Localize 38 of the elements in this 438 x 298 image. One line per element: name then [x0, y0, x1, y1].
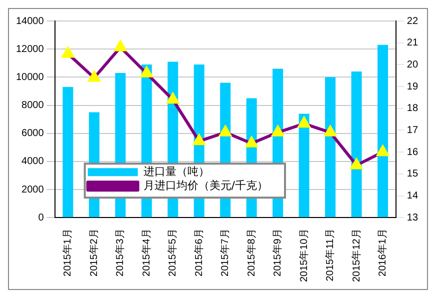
- x-tick-label: 2015年6月: [192, 228, 205, 276]
- y2-tick-label: 17: [406, 124, 418, 136]
- bar: [325, 77, 336, 218]
- bar: [378, 44, 388, 218]
- bar: [298, 114, 310, 218]
- y-tick-label: 8000: [22, 100, 44, 112]
- x-tick-label: 2015年7月: [219, 228, 232, 276]
- y2-tick-label: 22: [406, 16, 418, 27]
- x-tick-label: 2015年2月: [88, 228, 100, 276]
- x-tick-label: 2015年4月: [140, 228, 152, 276]
- x-tick-label: 2015年9月: [272, 228, 284, 276]
- x-tick-label: 2015年10月: [298, 228, 310, 282]
- y2-tick-label: 16: [406, 146, 418, 158]
- y2-tick-label: 14: [406, 190, 418, 202]
- x-tick-label: 2015年12月: [350, 228, 362, 282]
- y2-tick-label: 20: [406, 59, 418, 70]
- y2-tick-label: 19: [406, 81, 418, 92]
- y-tick-label: 6000: [22, 128, 44, 140]
- legend-label: 月进口均价（美元/千克）: [143, 178, 268, 192]
- y-tick-label: 0: [38, 212, 44, 224]
- x-tick-label: 2015年8月: [245, 228, 258, 276]
- x-tick-label: 2015年5月: [166, 228, 179, 276]
- y2-tick-label: 13: [406, 212, 418, 224]
- y-tick-label: 12000: [16, 44, 44, 55]
- y2-tick-label: 21: [406, 38, 418, 49]
- x-tick-label: 2015年11月: [324, 228, 336, 282]
- legend-label: 进口量（吨）: [143, 164, 210, 178]
- x-tick-label: 2016年1月: [376, 228, 389, 276]
- y2-tick-label: 15: [406, 168, 418, 180]
- x-tick-label: 2015年1月: [62, 228, 74, 276]
- x-tick-label: 2015年3月: [114, 228, 126, 276]
- y-tick-label: 4000: [22, 156, 44, 168]
- y-tick-label: 2000: [22, 184, 44, 196]
- bar: [62, 87, 74, 218]
- y-tick-label: 14000: [16, 16, 44, 27]
- y-tick-label: 10000: [16, 72, 44, 83]
- y2-tick-label: 18: [406, 103, 418, 114]
- bar: [351, 72, 362, 218]
